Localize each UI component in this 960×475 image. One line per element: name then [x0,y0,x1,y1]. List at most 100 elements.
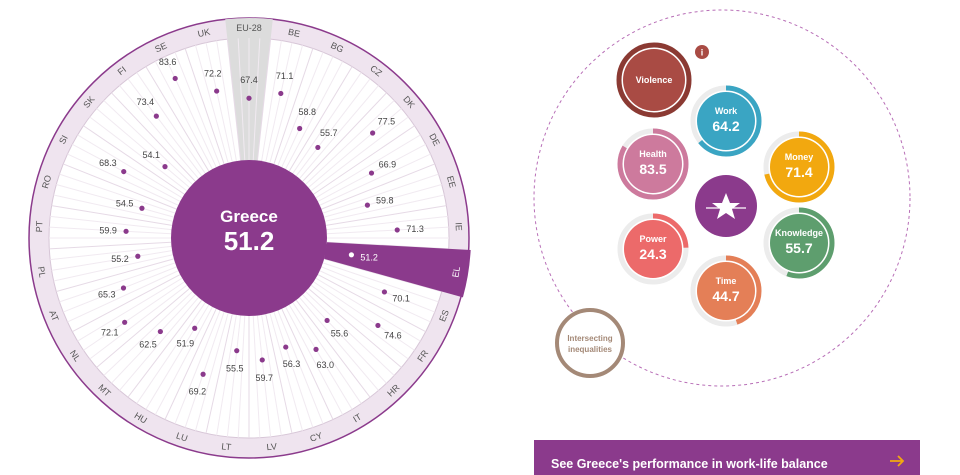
svg-text:Intersecting: Intersecting [567,334,612,343]
country-score-point [368,170,375,176]
country-score-label: 69.2 [189,386,207,396]
country-score-label: 54.1 [143,150,161,160]
country-code-label: PT [34,220,45,233]
domain-label: Violence [636,75,673,85]
country-code-label: LV [266,441,277,452]
country-score-point [324,317,330,324]
country-score-point [120,285,127,291]
country-score-label: 71.1 [276,71,294,81]
country-score-point [121,168,127,175]
country-sector-lu[interactable]: LU 69.2 [175,371,207,444]
country-code-label: SI [57,134,70,146]
country-score-point [214,88,220,94]
domain-score: 64.2 [712,118,739,134]
country-code-label: EE [445,175,458,189]
country-score-label: 54.5 [116,198,134,208]
center-score-value: 51.2 [224,226,275,256]
country-score-label: 59.8 [376,195,394,205]
country-sector-lv[interactable]: LV 59.7 [255,357,277,452]
country-sector-ie[interactable]: IE 71.3 [394,222,464,234]
country-score-point [200,371,206,377]
country-score-label: 51.2 [360,253,378,263]
country-score-label: 58.8 [298,107,316,117]
country-score-point [162,164,168,170]
country-score-point [157,328,163,335]
country-code-label: SE [153,40,168,54]
country-sector-si[interactable]: SI 68.3 [57,134,127,175]
country-sector-be[interactable]: BE 71.1 [276,27,301,97]
country-score-point [153,113,159,119]
country-sector-pt[interactable]: PT 59.9 [34,220,129,235]
country-code-label: UK [197,27,211,39]
country-code-label: CY [309,430,324,443]
country-sector-ee[interactable]: EE 59.8 [364,175,458,208]
country-code-label: BG [329,40,345,55]
country-score-point [122,319,128,325]
domain-time[interactable]: Time 44.7 [690,255,762,327]
country-score-label: 83.6 [159,57,177,67]
country-code-label: EU-28 [236,23,262,33]
country-score-label: 55.5 [226,364,244,374]
domain-health[interactable]: Health 83.5 [617,128,689,200]
country-radial-chart: Greece51.2EU-2867.4BE71.1BG58.8CZ55.7DK7… [28,17,471,459]
domain-label: Time [716,276,737,286]
country-score-label: 59.7 [255,373,273,383]
country-sector-se[interactable]: SE 83.6 [153,40,178,82]
country-score-point [381,289,388,295]
domain-knowledge[interactable]: Knowledge 55.7 [763,207,835,279]
country-code-label: RO [40,174,53,190]
country-score-label: 62.5 [139,340,157,350]
country-score-point [172,75,178,82]
country-score-point [246,95,252,101]
svg-text:inequalities: inequalities [568,345,613,354]
work-life-balance-link[interactable]: See Greece's performance in work-life ba… [534,440,920,475]
country-sector-es[interactable]: ES 70.1 [381,289,451,323]
country-sector-at[interactable]: AT 65.3 [47,285,127,323]
domain-label: Knowledge [775,228,823,238]
country-score-label: 71.3 [406,224,424,234]
country-score-label: 51.9 [177,339,195,349]
country-code-label: BE [287,27,301,39]
country-score-label: 65.3 [98,290,116,300]
country-score-point [348,252,355,258]
country-code-label: ES [437,308,451,323]
country-sector-cy[interactable]: CY 56.3 [283,344,324,444]
domain-intersecting[interactable]: Intersecting inequalities [555,308,625,378]
country-score-point [297,125,303,132]
cta-label: See Greece's performance in work-life ba… [551,457,828,471]
selected-country-wedge[interactable] [324,242,471,298]
domain-score: 71.4 [785,164,812,180]
country-score-label: 63.0 [317,360,335,370]
country-sector-lt[interactable]: LT 55.5 [221,348,244,452]
domain-bubbles: Violence Work 64.2 Money 71.4 Health 83.5 Knowl… [533,9,911,387]
domain-score: 83.5 [639,161,666,177]
domain-label: Work [715,106,738,116]
domain-violence[interactable]: Violence [616,42,692,118]
country-sector-ro[interactable]: RO 54.5 [40,174,145,211]
domain-label: Health [639,149,667,159]
country-score-label: 72.2 [204,68,222,78]
country-score-point [370,130,376,136]
country-score-label: 59.9 [99,225,117,235]
country-sector-el[interactable]: EL 51.2 [348,252,462,278]
country-sector-bg[interactable]: BG 58.8 [297,40,345,132]
country-code-label: LU [175,430,189,443]
domain-money[interactable]: Money 71.4 [763,131,835,203]
domain-work[interactable]: Work 64.2 [690,85,762,157]
country-code-label: IE [453,222,463,231]
info-icon[interactable]: i [695,45,709,59]
country-sector-eu-28[interactable]: EU-28 67.4 [236,23,262,101]
country-score-point [375,322,381,329]
domain-label: Power [639,234,667,244]
country-score-label: 74.6 [384,331,402,341]
country-score-point [234,348,240,354]
domain-power[interactable]: Power 24.3 [617,213,689,285]
center-score-circle [171,160,327,316]
country-sector-uk[interactable]: UK 72.2 [197,27,222,94]
country-sector-pl[interactable]: PL 55.2 [36,253,141,279]
country-code-label: PL [36,266,48,278]
country-score-point [364,202,371,208]
center-country-name: Greece [220,207,278,226]
domain-score: 24.3 [639,246,666,262]
domain-label: Money [785,152,814,162]
